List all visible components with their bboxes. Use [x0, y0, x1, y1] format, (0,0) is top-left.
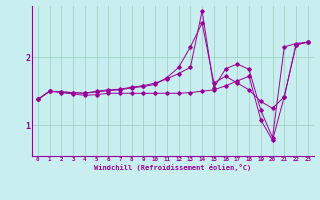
X-axis label: Windchill (Refroidissement éolien,°C): Windchill (Refroidissement éolien,°C) [94, 164, 252, 171]
